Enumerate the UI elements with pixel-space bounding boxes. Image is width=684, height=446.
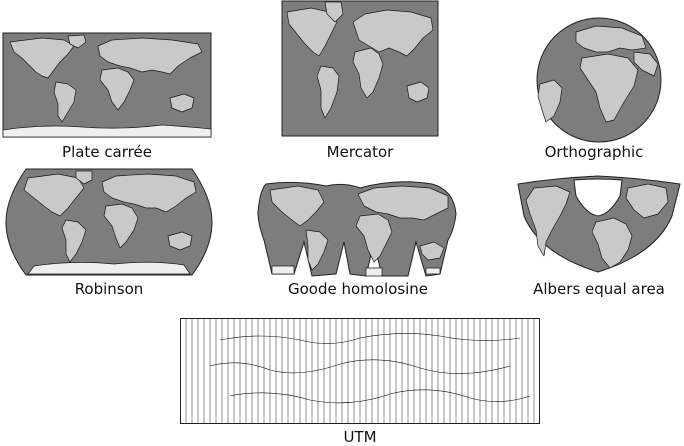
mercator-label: Mercator — [326, 143, 394, 161]
utm-label: UTM — [343, 428, 377, 446]
goode-map — [257, 181, 457, 277]
greenland-landmass — [75, 170, 93, 185]
africa-landmass — [579, 53, 639, 123]
south-america-landmass — [305, 229, 329, 271]
plate-carree-map — [2, 32, 212, 138]
south-america-landmass — [316, 65, 340, 119]
albers-map — [517, 175, 681, 273]
australia-landmass — [406, 81, 430, 103]
greenland-landmass — [67, 34, 87, 49]
albers-panel: Albers equal area — [516, 175, 682, 303]
plate-carree-label: Plate carrée — [62, 143, 152, 161]
mercator-panel: Mercator — [281, 0, 439, 165]
orthographic-map — [536, 17, 662, 143]
africa-landmass — [99, 67, 135, 111]
eurasia-landmass — [97, 37, 203, 75]
australia-landmass — [169, 93, 195, 113]
greenland-landmass — [324, 1, 344, 23]
albers-label: Albers equal area — [533, 280, 665, 298]
polar-cutout — [573, 178, 623, 217]
europe-landmass — [575, 25, 647, 53]
australia-landmass — [419, 241, 445, 261]
antarctica-landmass — [2, 124, 212, 138]
australia-landmass — [167, 231, 193, 251]
orthographic-panel: Orthographic — [524, 17, 664, 167]
mercator-map — [281, 0, 439, 137]
south-america-landmass — [53, 81, 77, 123]
antarctica-landmass — [27, 261, 191, 275]
robinson-map — [5, 168, 213, 276]
north-america-landmass — [286, 7, 338, 57]
africa-landmass — [352, 47, 384, 99]
eurasia-landmass — [101, 173, 197, 213]
americas-landmass — [525, 185, 571, 257]
orthographic-label: Orthographic — [544, 143, 644, 161]
north-america-landmass — [23, 173, 85, 217]
utm-coastline-north — [219, 333, 521, 344]
utm-map — [180, 318, 540, 424]
africa-europe-landmass — [591, 217, 633, 269]
robinson-panel: Robinson — [4, 168, 214, 303]
south-america-landmass — [61, 219, 87, 263]
robinson-label: Robinson — [74, 280, 144, 298]
eurasia-landmass — [352, 9, 434, 57]
utm-panel: UTM — [180, 318, 540, 446]
asia-landmass — [625, 183, 669, 219]
utm-coastline-south — [229, 389, 531, 404]
goode-label: Goode homolosine — [287, 280, 429, 298]
south-america-landmass — [537, 79, 563, 123]
utm-coastline-mid — [209, 359, 511, 374]
north-america-landmass — [9, 37, 75, 79]
middle-east-landmass — [633, 51, 659, 77]
goode-panel: Goode homolosine — [256, 180, 460, 305]
africa-landmass — [355, 213, 393, 263]
plate-carree-panel: Plate carrée — [2, 32, 212, 172]
africa-landmass — [103, 203, 139, 249]
eurasia-landmass — [357, 185, 449, 221]
antarctica-landmass — [271, 265, 441, 277]
north-america-landmass — [269, 185, 325, 227]
